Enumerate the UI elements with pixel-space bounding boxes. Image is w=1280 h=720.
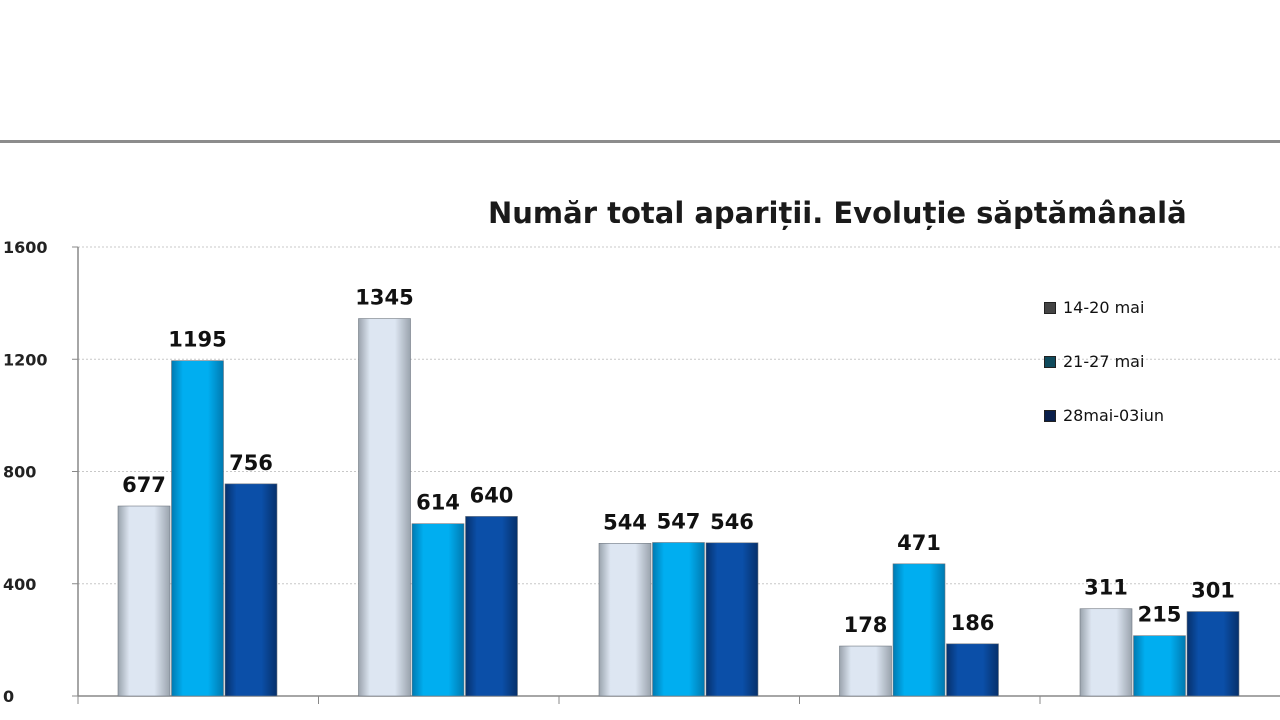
bar bbox=[171, 360, 224, 697]
data-label: 547 bbox=[657, 509, 701, 533]
data-label: 546 bbox=[710, 510, 754, 534]
y-tick-label: 400 bbox=[3, 575, 36, 594]
bars bbox=[117, 318, 1240, 697]
data-label: 756 bbox=[229, 451, 273, 475]
data-label: 215 bbox=[1138, 603, 1182, 627]
bar bbox=[358, 318, 411, 697]
data-label: 178 bbox=[844, 613, 888, 637]
legend-item: 28mai-03iun bbox=[1044, 406, 1164, 425]
bar bbox=[465, 516, 518, 697]
legend-item: 14-20 mai bbox=[1044, 298, 1144, 317]
legend-swatch bbox=[1044, 409, 1056, 422]
legend-swatch bbox=[1044, 355, 1056, 368]
bar bbox=[652, 542, 705, 697]
bar bbox=[411, 523, 465, 697]
bar bbox=[1079, 608, 1133, 697]
legend-label: 14-20 mai bbox=[1063, 298, 1145, 317]
bar bbox=[224, 483, 278, 697]
bar bbox=[839, 645, 892, 697]
axes: 0 400 800 1200 1600 bbox=[3, 238, 1280, 706]
data-label: 1345 bbox=[355, 286, 413, 310]
data-label: 1195 bbox=[168, 328, 226, 352]
data-label: 677 bbox=[122, 473, 166, 497]
bar bbox=[946, 643, 999, 697]
y-tick-label: 800 bbox=[3, 463, 36, 482]
bar bbox=[1186, 611, 1240, 697]
data-label: 301 bbox=[1191, 579, 1235, 603]
chart-title: Număr total apariții. Evoluție săptămâna… bbox=[488, 196, 1187, 230]
legend-swatch bbox=[1044, 301, 1056, 314]
y-tick-label: 1600 bbox=[3, 238, 48, 257]
data-label: 544 bbox=[603, 510, 647, 534]
bar bbox=[892, 563, 946, 697]
data-label: 186 bbox=[951, 611, 995, 635]
data-label: 614 bbox=[416, 491, 460, 515]
data-label: 471 bbox=[897, 531, 941, 555]
bar bbox=[117, 505, 171, 697]
bar bbox=[705, 542, 759, 697]
legend-item: 21-27 mai bbox=[1044, 352, 1144, 371]
top-divider bbox=[0, 140, 1280, 143]
bar bbox=[598, 543, 652, 697]
data-label: 311 bbox=[1084, 576, 1128, 600]
bar bbox=[1133, 635, 1186, 697]
y-tick-label: 0 bbox=[3, 687, 14, 706]
legend-label: 21-27 mai bbox=[1063, 352, 1145, 371]
data-labels: 677 1195 756 1345 614 640 544 547 546 178 471 186 31… bbox=[122, 286, 1235, 637]
legend-label: 28mai-03iun bbox=[1063, 406, 1165, 425]
data-label: 640 bbox=[470, 483, 514, 507]
y-tick-label: 1200 bbox=[3, 350, 48, 369]
